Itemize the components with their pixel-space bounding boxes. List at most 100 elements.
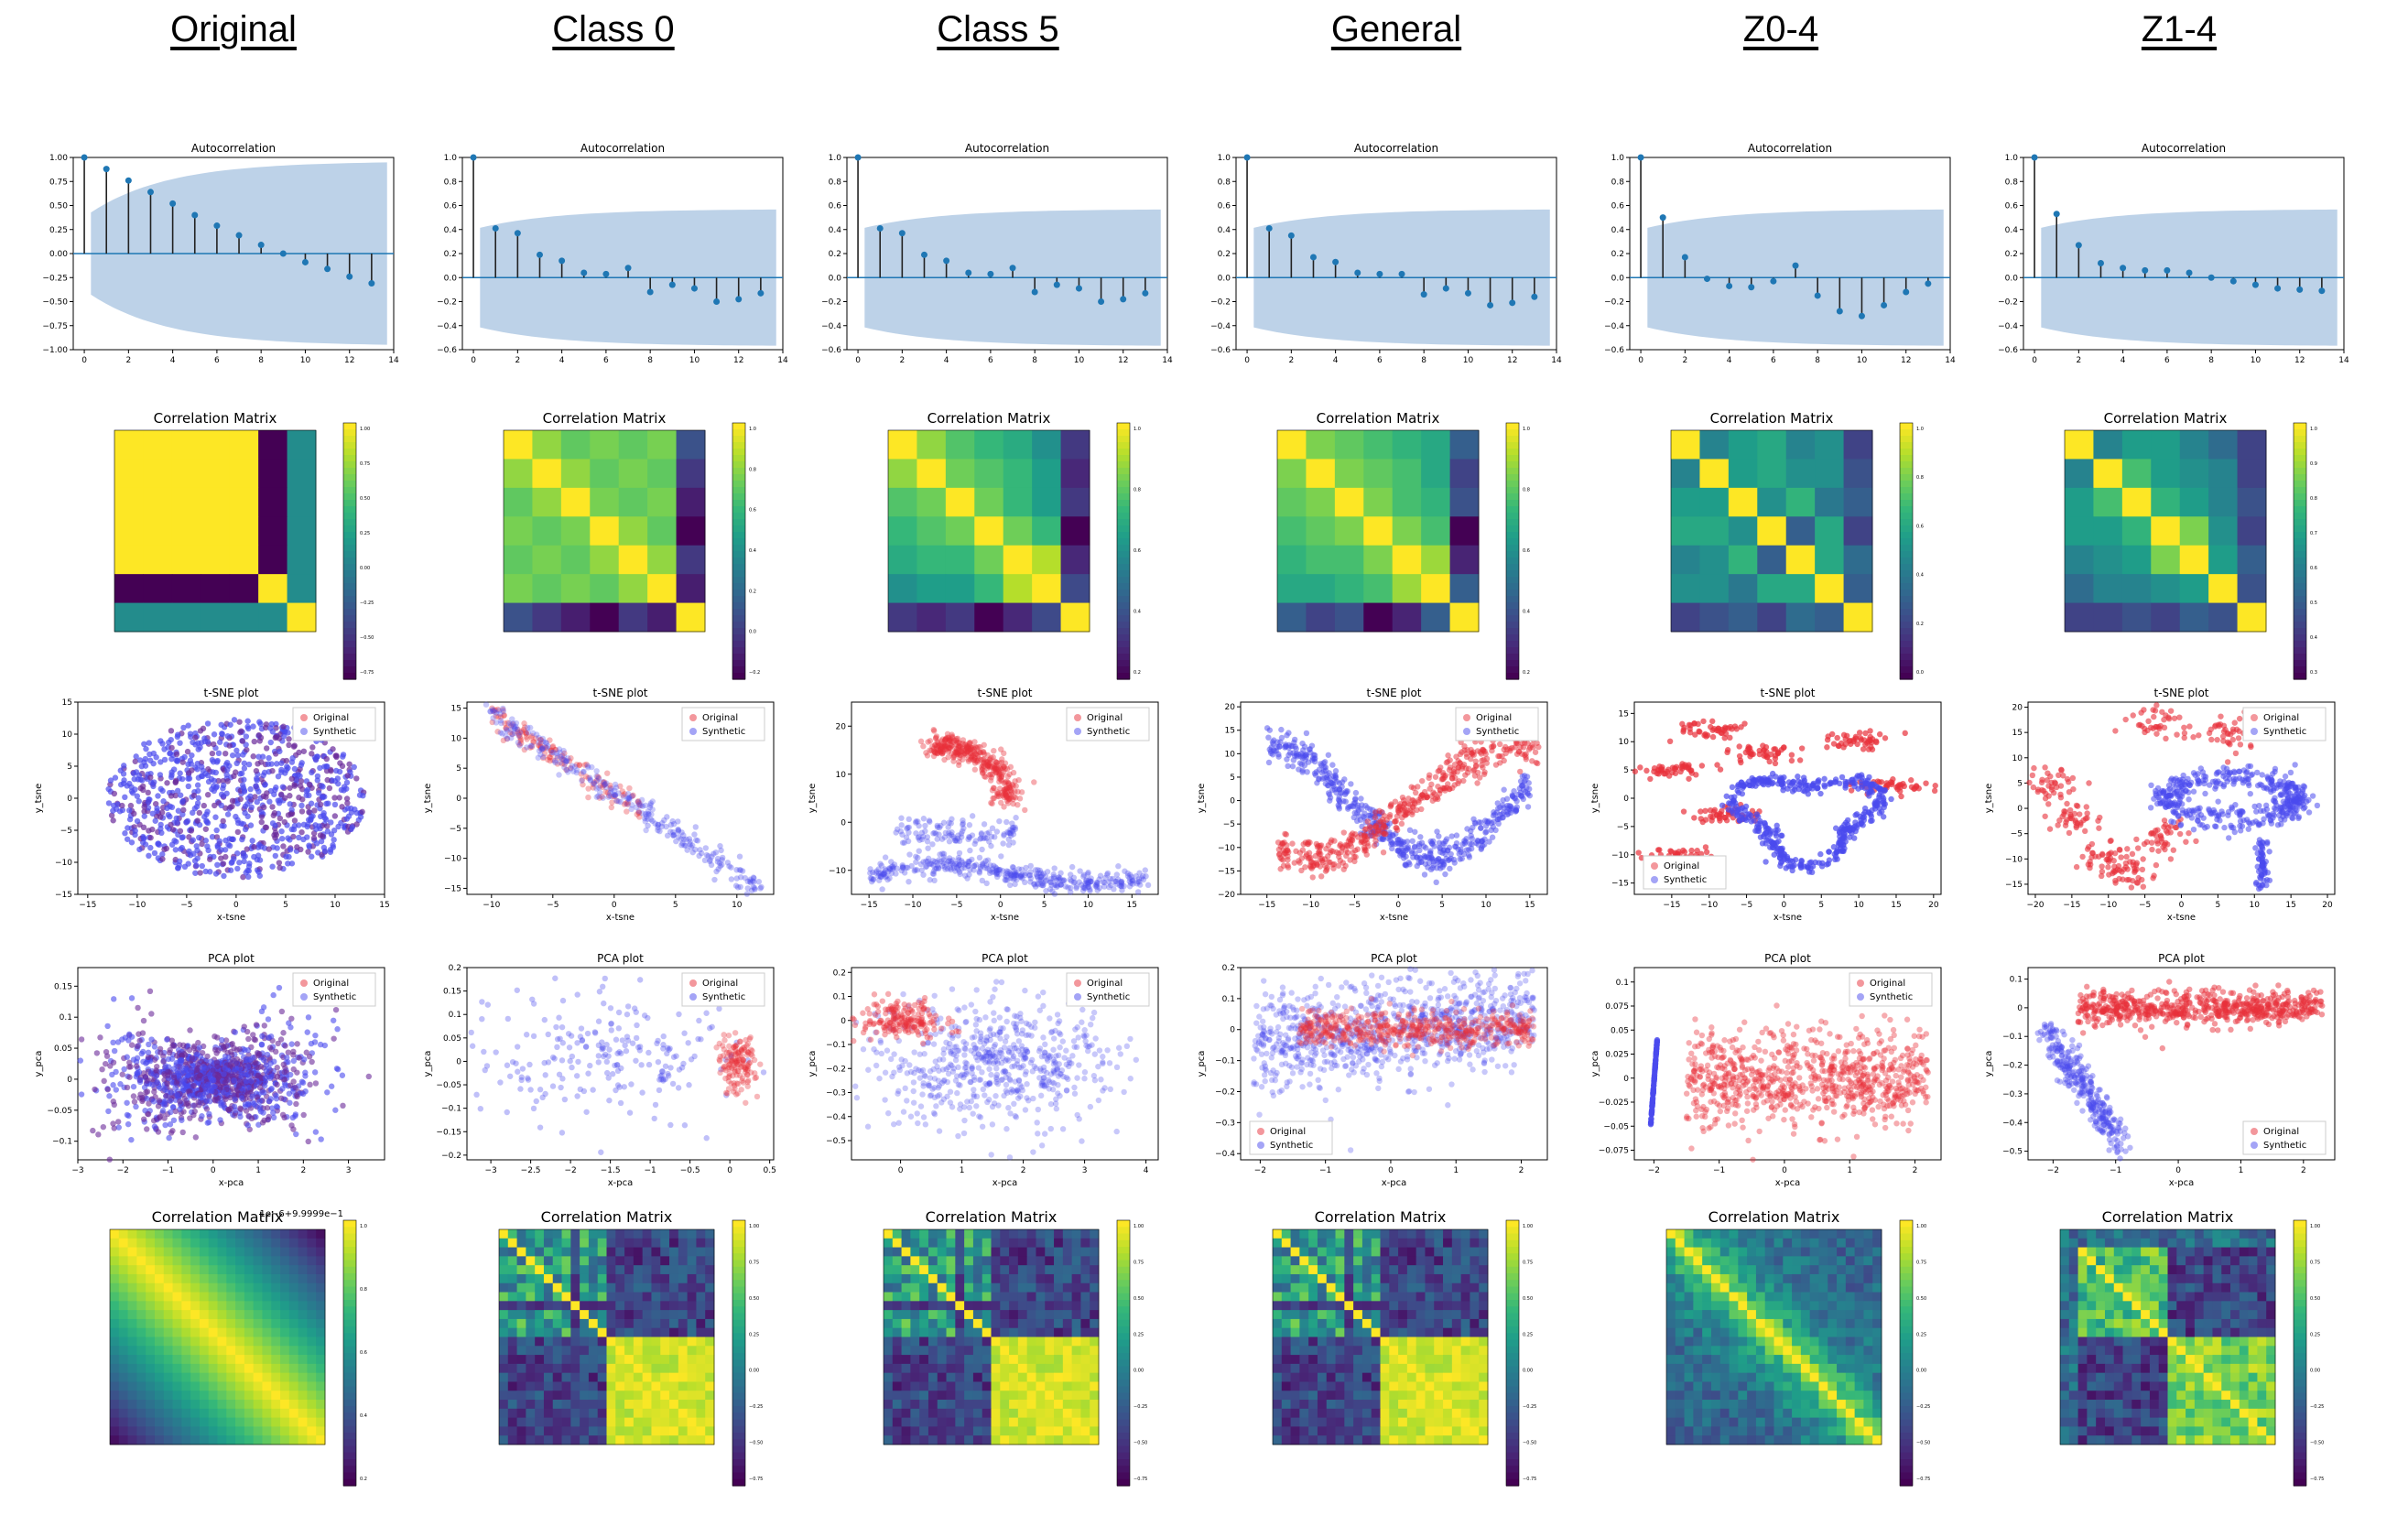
original-point: [1302, 864, 1307, 870]
acf-marker: [169, 200, 176, 207]
synthetic-point: [529, 742, 535, 748]
original-point: [1738, 760, 1743, 765]
original-point: [240, 738, 245, 743]
x-tick-label: 0: [471, 356, 476, 365]
original-point: [949, 738, 954, 743]
synthetic-point: [1449, 833, 1455, 839]
synthetic-point: [309, 854, 314, 860]
synthetic-point: [128, 785, 134, 790]
colorbar-segment: [732, 647, 745, 655]
original-point: [998, 746, 1003, 752]
colorbar-segment: [1117, 500, 1130, 507]
y-tick-label: 0: [456, 795, 461, 804]
synthetic-point: [713, 869, 719, 874]
heatmap-cell: [561, 603, 591, 633]
heatmap-cell: [287, 574, 317, 603]
heatmap-cell: [1003, 430, 1033, 460]
synthetic-point: [1436, 833, 1441, 839]
x-tick-label: 0: [2032, 356, 2037, 365]
column-title-original: Original: [114, 9, 353, 50]
synthetic-point: [1491, 809, 1496, 815]
synthetic-point: [233, 761, 239, 766]
synthetic-point: [1051, 865, 1057, 871]
colorbar-segment: [732, 609, 745, 616]
colorbar-segment: [1900, 506, 1913, 514]
heatmap-cell: [946, 459, 975, 488]
original-point: [1681, 727, 1687, 732]
original-point: [1387, 804, 1393, 809]
original-point: [306, 809, 311, 815]
legend-original-label: Original: [1476, 713, 1512, 723]
original-point: [1280, 847, 1285, 852]
acf-marker: [537, 252, 543, 258]
original-point: [1908, 777, 1914, 783]
y-tick-label: 0.25: [49, 226, 68, 235]
synthetic-point: [344, 816, 350, 821]
original-point: [1289, 840, 1295, 846]
heatmap-cell: [1277, 488, 1307, 517]
x-tick-label: −10: [1302, 901, 1319, 910]
synthetic-point: [194, 761, 200, 766]
original-point: [585, 785, 591, 791]
column-title-general: General: [1277, 9, 1515, 50]
original-point: [1659, 766, 1665, 772]
synthetic-point: [221, 873, 226, 879]
colorbar-segment: [1900, 455, 1913, 462]
synthetic-point: [319, 783, 324, 788]
heatmap-cell: [1363, 546, 1393, 575]
y-tick-label: −0.2: [437, 298, 457, 308]
original-point: [298, 847, 303, 852]
synthetic-point: [266, 761, 271, 766]
heatmap-cell: [2122, 574, 2152, 603]
colorbar-segment: [1506, 493, 1519, 501]
synthetic-point: [219, 803, 224, 808]
synthetic-point: [233, 748, 239, 753]
colorbar-segment: [1117, 429, 1130, 437]
heatmap-cell: [1815, 459, 1844, 488]
x-tick-label: 15: [1891, 901, 1901, 910]
heatmap-cell: [1421, 603, 1450, 633]
acf-marker: [2318, 287, 2325, 294]
synthetic-point: [279, 836, 285, 841]
colorbar-segment: [343, 525, 356, 533]
colorbar-segment: [1900, 622, 1913, 629]
heatmap-cell: [619, 430, 648, 460]
synthetic-point: [168, 756, 174, 762]
heatmap-cell: [287, 546, 317, 575]
heatmap-cell: [1335, 574, 1364, 603]
synthetic-point: [1476, 819, 1481, 825]
original-point: [1635, 849, 1641, 855]
synthetic-point: [973, 861, 979, 867]
acf-marker: [2076, 242, 2082, 248]
heatmap-cell: [1671, 488, 1700, 517]
original-point: [993, 769, 999, 774]
original-point: [1722, 815, 1728, 820]
acf-marker: [2054, 211, 2060, 217]
original-point: [1364, 833, 1370, 839]
synthetic-point: [324, 763, 330, 769]
colorbar-segment: [1117, 673, 1130, 680]
synthetic-point: [313, 757, 319, 763]
heatmap-cell: [1306, 574, 1335, 603]
synthetic-point: [1440, 840, 1446, 846]
original-point: [1868, 738, 1873, 743]
colorbar-segment: [1117, 615, 1130, 622]
synthetic-point: [1278, 727, 1284, 732]
original-point: [221, 860, 226, 866]
original-point: [609, 805, 614, 810]
synthetic-point: [319, 839, 324, 844]
synthetic-point: [1358, 795, 1363, 801]
synthetic-point: [133, 828, 138, 833]
colorbar-segment: [732, 654, 745, 661]
y-tick-label: 0.8: [1611, 178, 1625, 187]
synthetic-point: [900, 839, 906, 845]
original-point: [222, 751, 228, 756]
colorbar-segment: [2294, 596, 2306, 603]
synthetic-point: [240, 752, 245, 757]
heatmap-cell: [1003, 603, 1033, 633]
x-tick-label: 10: [1481, 901, 1491, 910]
colorbar-segment: [1506, 634, 1519, 642]
colorbar-segment: [1506, 557, 1519, 565]
original-point: [1473, 759, 1479, 764]
